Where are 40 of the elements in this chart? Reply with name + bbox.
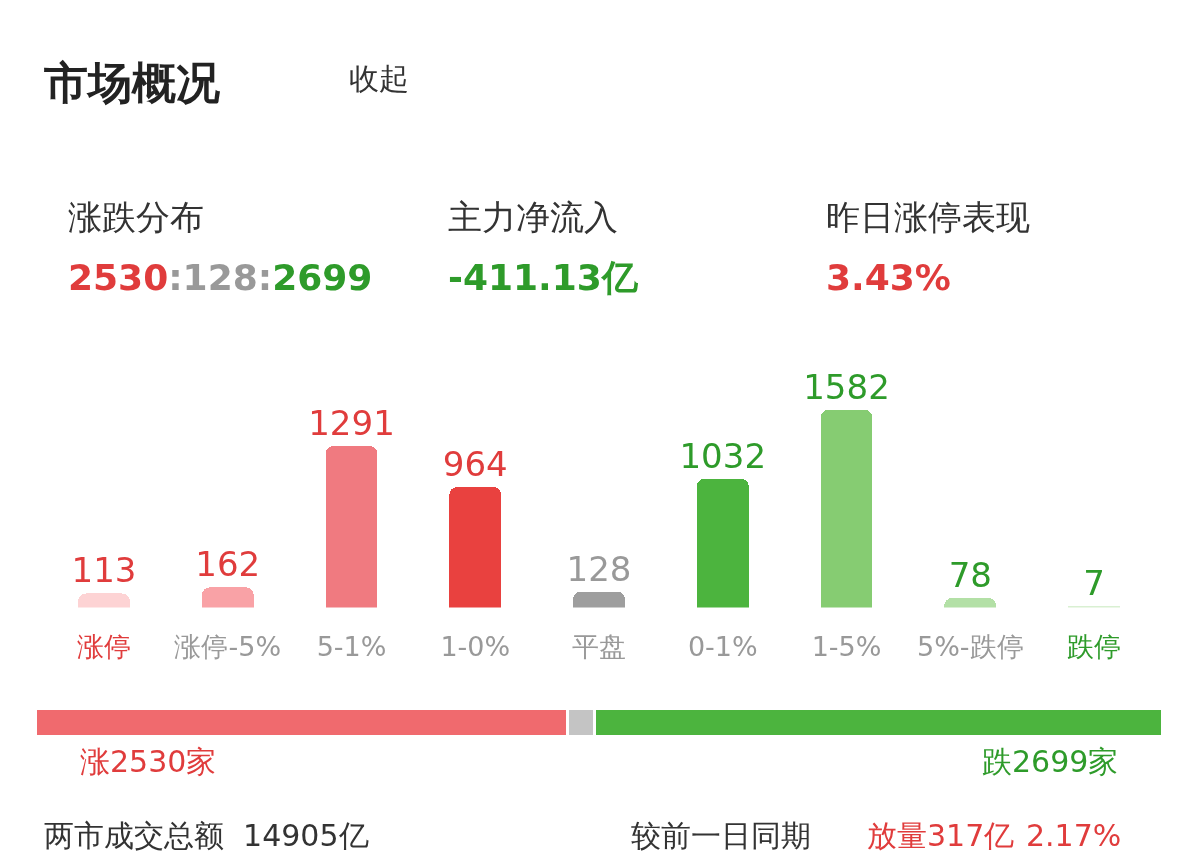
text: 涨2530家 [80,744,217,779]
bar [325,446,378,608]
text: 较前一日同期 [631,818,811,853]
bar [78,593,130,608]
data-label: 964 [442,444,508,485]
text: 放量317亿 [867,818,1015,853]
text: 两市成交总额 14905亿 [44,818,369,853]
x-tick-label: 1-0% [440,630,511,662]
text: 2.17% [1026,818,1122,853]
x-tick-label: 1-5% [811,630,882,662]
text: 3.43% [826,257,951,298]
x-tick-label: 5%-跌停 [916,630,1024,662]
data-label: 113 [71,550,137,591]
bar [201,587,254,608]
data-label: 78 [948,554,992,595]
data-label: 128 [566,548,632,589]
text: 收起 [349,61,409,96]
text: 昨日涨停表现 [826,197,1030,237]
bar [573,591,625,608]
text: 涨跌分布 [68,197,204,237]
data-label: 162 [195,544,261,585]
data-label: 1582 [803,366,890,407]
bar [696,478,749,608]
x-tick-label: 5-1% [316,630,387,662]
data-label: 1032 [679,435,767,476]
data-label: 1291 [308,403,395,444]
chart-title: 市场概况 [44,57,220,108]
bar [820,409,873,608]
data-label: 7 [1083,563,1105,604]
text: 2530:128:2699 [68,257,373,298]
text: -411.13亿 [448,257,639,298]
bar [449,487,502,608]
x-tick-label: 跌停 [1067,630,1121,662]
text: 主力净流入 [448,197,618,237]
x-tick-label: 涨停 [77,630,131,662]
bar [944,597,997,608]
x-tick-label: 0-1% [687,630,758,662]
text: 跌2699家 [982,744,1119,779]
x-tick-label: 涨停-5% [174,630,282,662]
x-tick-label: 平盘 [572,630,626,662]
